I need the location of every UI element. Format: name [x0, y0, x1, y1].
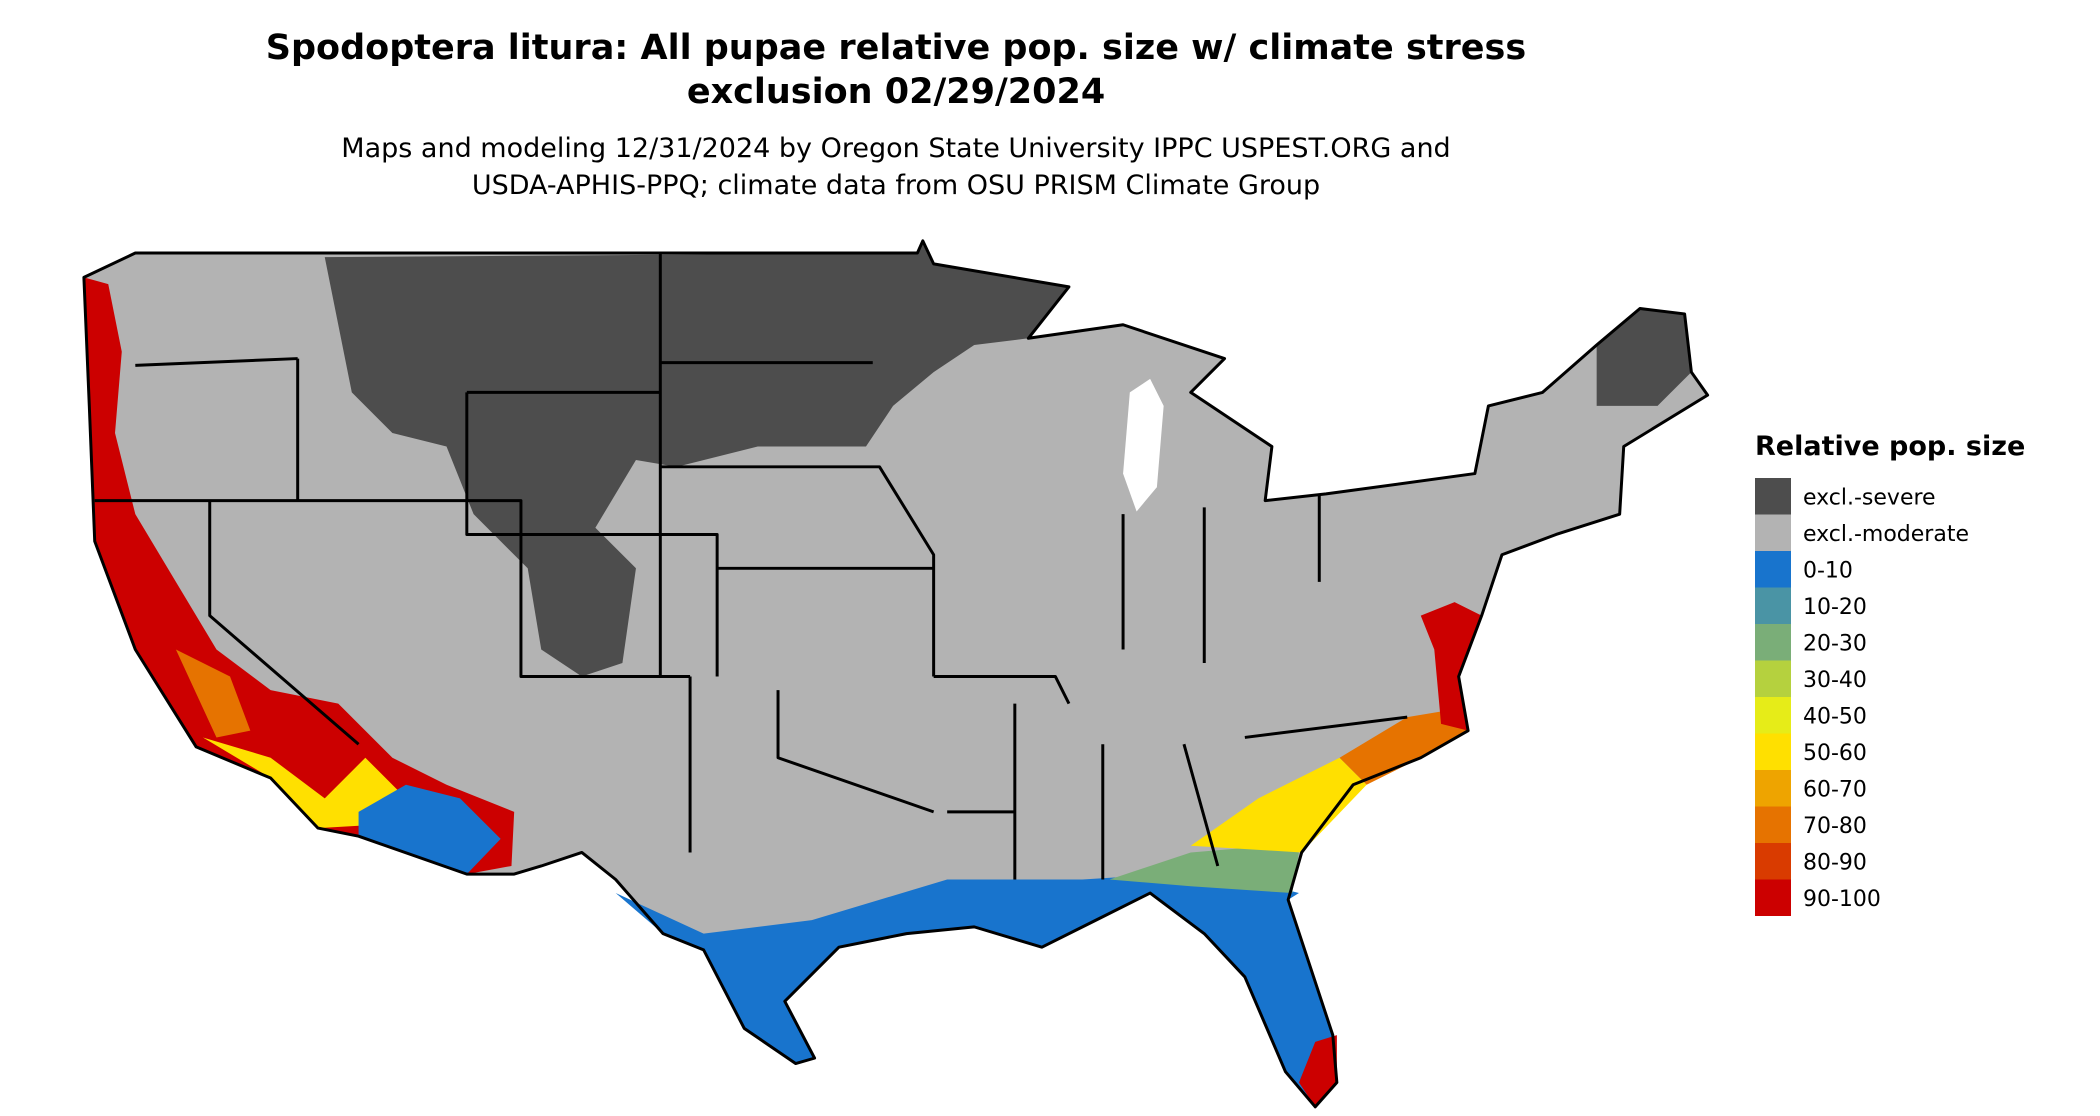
subtitle-line: Maps and modeling 12/31/2024 by Oregon S…	[341, 133, 1450, 164]
legend-swatch	[1755, 770, 1791, 807]
legend-label: 40-50	[1803, 704, 1867, 729]
legend-swatch	[1755, 587, 1791, 624]
legend-swatch	[1755, 733, 1791, 770]
title-line: Spodoptera litura: All pupae relative po…	[266, 28, 1526, 68]
subtitle-line: USDA-APHIS-PPQ; climate data from OSU PR…	[472, 170, 1320, 201]
coast-red	[83, 277, 515, 875]
legend-label: 10-20	[1803, 595, 1867, 620]
zone-orange	[1339, 710, 1469, 785]
legend-swatch	[1755, 624, 1791, 661]
state-borders	[82, 239, 1710, 1109]
zone-blue	[358, 784, 501, 875]
map	[82, 239, 1710, 1109]
legend-label: excl.-moderate	[1803, 522, 1969, 547]
zone-yellow	[202, 737, 406, 829]
legend-label: 20-30	[1803, 631, 1867, 656]
legend-swatch	[1755, 879, 1791, 916]
legend-label: 80-90	[1803, 850, 1867, 875]
legend-label: excl.-severe	[1803, 485, 1936, 510]
legend-label: 90-100	[1803, 887, 1881, 912]
legend-label: 60-70	[1803, 777, 1867, 802]
zone-green	[1109, 845, 1299, 894]
legend-label: 70-80	[1803, 814, 1867, 839]
legend-swatch	[1755, 551, 1791, 588]
legend-swatch	[1755, 697, 1791, 734]
legend-swatch	[1755, 843, 1791, 880]
zone-orange	[175, 649, 251, 738]
legend-title: Relative pop. size	[1755, 431, 2025, 462]
zone-blue	[615, 872, 1337, 1107]
legend-swatch	[1755, 660, 1791, 697]
zone-yellow	[1190, 757, 1367, 853]
legend: Relative pop. size excl.-severe excl.-mod…	[1755, 431, 2025, 916]
land-severe	[324, 240, 1069, 677]
legend-swatch	[1755, 806, 1791, 843]
land-severe	[1596, 308, 1692, 406]
lake	[1123, 378, 1164, 512]
coast-red	[1420, 602, 1482, 731]
legend-label: 50-60	[1803, 741, 1867, 766]
legend-swatch	[1755, 514, 1791, 551]
legend-swatch	[1755, 478, 1791, 515]
legend-label: 0-10	[1803, 558, 1853, 583]
legend-label: 30-40	[1803, 668, 1867, 693]
coast-red	[1298, 1035, 1337, 1107]
title-line: exclusion 02/29/2024	[687, 72, 1105, 112]
